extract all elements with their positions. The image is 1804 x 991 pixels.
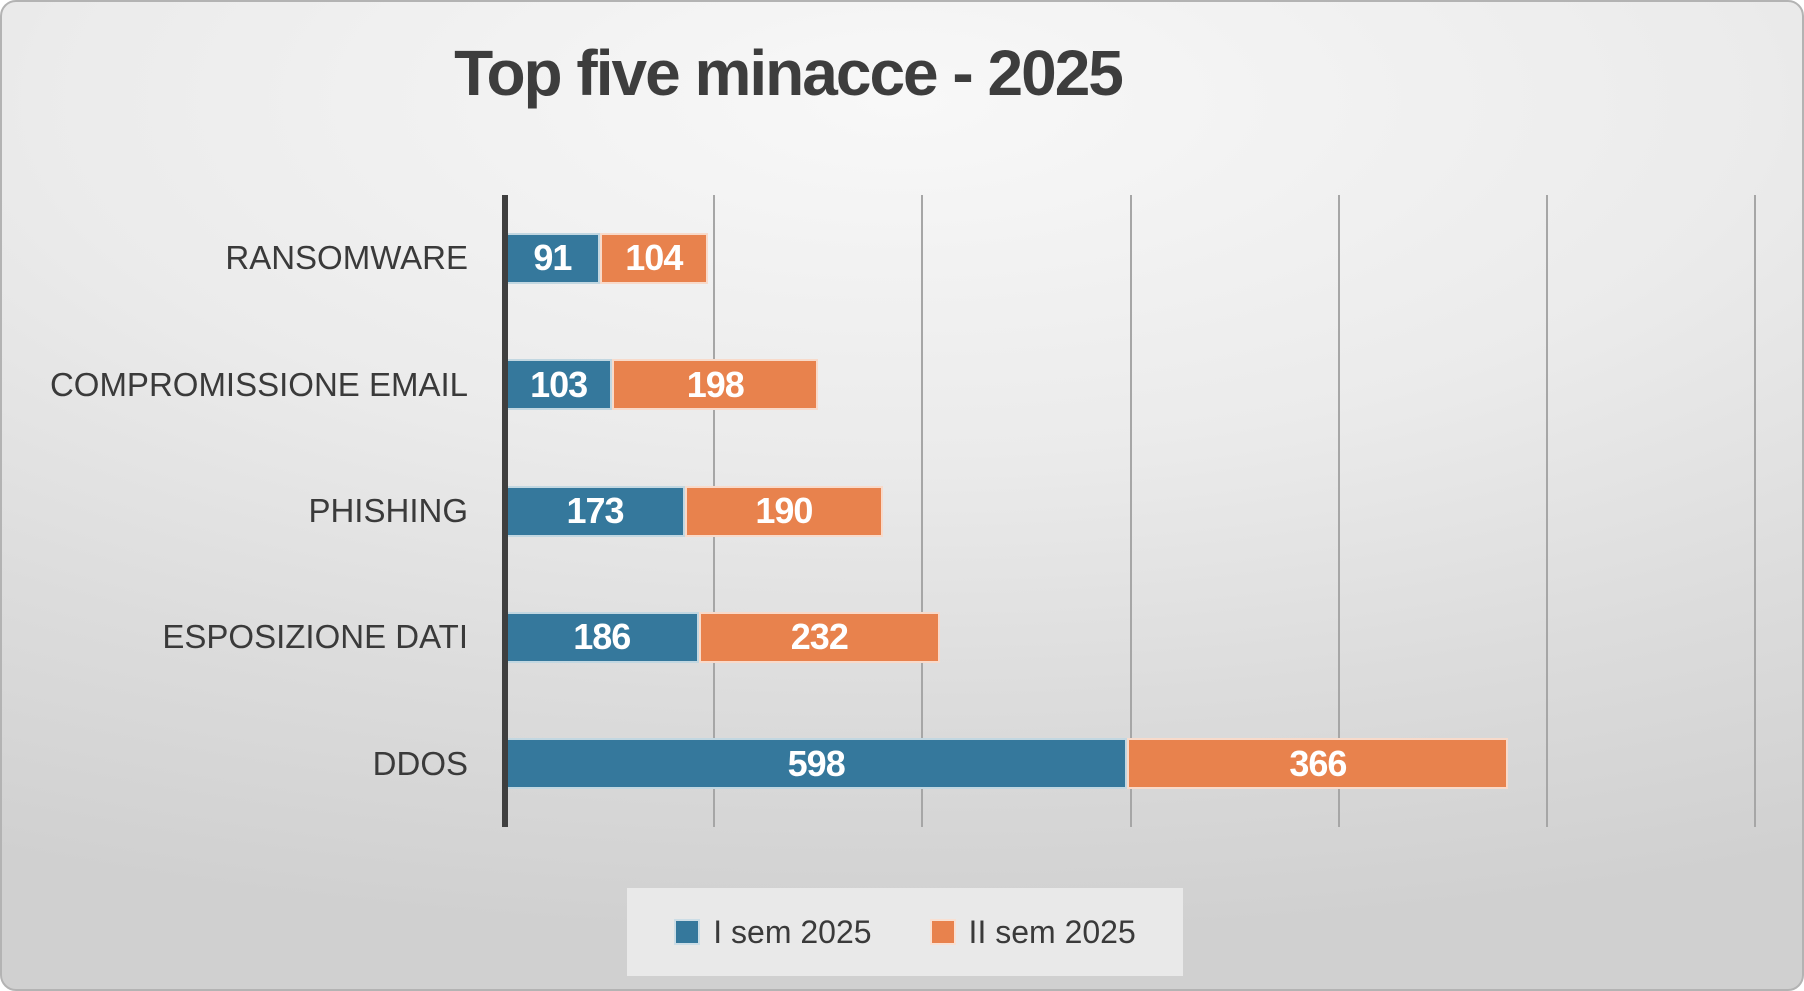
bar-value-label: 104 [625,237,683,279]
bar-segment-series2: 104 [599,232,708,284]
legend-label-sem1: I sem 2025 [713,913,872,950]
bar-segment-series2: 366 [1127,738,1509,790]
bar-segment-series1: 91 [505,232,600,284]
category-label-ransomware: RANSOMWARE [225,239,468,277]
legend-swatch-sem2 [929,919,956,945]
chart-title: Top five minacce - 2025 [454,37,1124,109]
bar-value-label: 103 [530,363,588,405]
bar-value-label: 190 [755,490,813,531]
legend-swatch-sem1 [674,919,701,945]
bar-row-ransomware: 91 104 [505,232,708,284]
gridline-400 [921,195,924,827]
category-label-ddos: DDOS [372,744,468,782]
bar-value-label: 198 [686,363,745,405]
bar-segment-series2: 190 [685,485,883,537]
gridline-1200 [1754,195,1756,827]
bar-value-label: 366 [1289,742,1347,784]
gridline-1000 [1545,195,1548,827]
gridline-800 [1337,195,1340,827]
bar-segment-series2: 232 [698,611,941,663]
bar-value-label: 186 [573,616,631,658]
bar-segment-series1: 173 [505,485,686,537]
bar-value-label: 232 [790,616,849,658]
gridline-600 [1129,195,1132,827]
category-axis-labels: RANSOMWARE COMPROMISSIONE EMAIL PHISHING ES… [2,195,468,827]
plot-area: 91 104 103 198 173 190 186 232 598 366 [505,195,1792,827]
category-label-compromissione-email: COMPROMISSIONE EMAIL [49,365,468,403]
category-label-esposizione-dati: ESPOSIZIONE DATI [162,618,468,656]
bar-segment-series1: 103 [505,359,613,411]
bar-value-label: 598 [787,742,846,784]
bar-row-phishing: 173 190 [505,485,883,537]
legend-item-sem2: II sem 2025 [929,913,1136,951]
bar-value-label: 91 [533,237,572,279]
bar-segment-series1: 598 [505,738,1128,790]
legend: I sem 2025 II sem 2025 [627,888,1183,976]
bar-row-ddos: 598 366 [505,738,1509,790]
category-label-phishing: PHISHING [308,491,468,529]
bar-value-label: 173 [566,490,624,531]
vertical-axis-line [502,195,508,827]
bar-row-esposizione-dati: 186 232 [505,611,941,663]
bar-row-compromissione-email: 103 198 [505,359,819,411]
legend-item-sem1: I sem 2025 [674,913,872,951]
legend-label-sem2: II sem 2025 [968,913,1136,950]
bar-segment-series2: 198 [612,359,819,411]
bar-segment-series1: 186 [505,611,699,663]
